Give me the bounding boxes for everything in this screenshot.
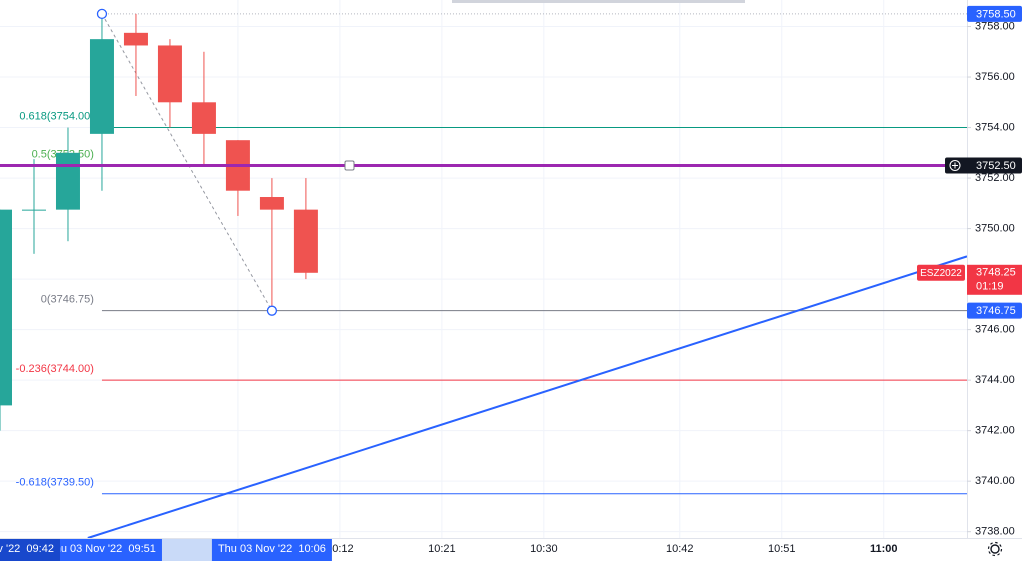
fib-anchor[interactable] (96, 8, 108, 20)
settings-button[interactable] (987, 541, 1003, 557)
toolbar-shadow (452, 0, 745, 3)
time-label: Thu 03 Nov '22 10:06 (218, 543, 326, 555)
candle-body (0, 209, 12, 406)
time-label-box (0, 539, 60, 561)
time-label-box (41, 539, 162, 561)
candle-body (89, 39, 114, 134)
price-badge-label: 3752.50 (976, 160, 1016, 172)
y-tick-label: 3756.00 (975, 71, 1015, 83)
x-tick-label: 10:21 (428, 543, 456, 555)
x-tick-label: 11:00 (870, 543, 898, 555)
time-label-box (211, 539, 332, 561)
candle-body (191, 102, 216, 134)
candle-body (55, 152, 80, 210)
y-tick-label: 3754.00 (975, 121, 1015, 133)
y-tick-label: 3738.00 (975, 526, 1015, 538)
candles (0, 13, 318, 431)
candle-body (21, 209, 46, 211)
symbol-badge (917, 264, 965, 281)
settings-icon-teeth (987, 541, 1003, 557)
time-label: Thu 03 Nov '22 09:42 (0, 543, 54, 555)
symbol-label: ESZ2022 (920, 268, 962, 279)
candle-body (123, 32, 148, 46)
fib-anchor[interactable] (266, 305, 278, 316)
x-tick-label: 10:30 (530, 543, 558, 555)
drawings[interactable] (0, 8, 968, 539)
price-badge-label: 3758.50 (976, 8, 1016, 20)
y-tick-label: 3740.00 (975, 475, 1015, 487)
price-badge-label: 3746.75 (976, 305, 1016, 317)
badge-icon[interactable] (949, 159, 961, 171)
candle-body (259, 197, 284, 210)
candle-body (157, 45, 182, 103)
fib-level-label: -0.236(3744.00) (16, 363, 94, 375)
y-tick-label: 3750.00 (975, 222, 1015, 234)
y-tick-label: 3752.00 (975, 172, 1015, 184)
fib-level-label: 0.618(3754.00) (19, 110, 94, 122)
price-badge (945, 157, 1022, 174)
last-price-label: 3748.25 (976, 267, 1016, 279)
grid (0, 0, 967, 538)
settings-icon (990, 544, 1000, 554)
fib-trend-line (101, 13, 273, 311)
y-tick-label: 3758.00 (975, 20, 1015, 32)
y-tick-label: 3744.00 (975, 374, 1015, 386)
time-label: Thu 03 Nov '22 09:51 (48, 543, 156, 555)
countdown-label: 01:19 (976, 281, 1004, 293)
last-price-badge (967, 264, 1022, 295)
price-badge (967, 302, 1022, 319)
axes: 3738.00 3740.00 3742.00 3744.00 3746.00 3748.… (0, 5, 1022, 561)
x-tick-label: 10:42 (666, 543, 694, 555)
price-badge (967, 5, 1022, 22)
y-tick-label: 3742.00 (975, 425, 1015, 437)
y-tick-label: 3746.00 (975, 324, 1015, 336)
badge-icon-plus[interactable] (952, 162, 958, 169)
fib-level-label: -0.618(3739.50) (16, 477, 94, 489)
horizontal-line-handle[interactable] (344, 160, 355, 171)
trend-line[interactable] (87, 255, 968, 539)
x-tick-label: 10:51 (768, 543, 796, 555)
x-tick-label: 10:12 (326, 543, 354, 555)
candle-body (293, 209, 318, 273)
fib-level-label: 0(3746.75) (41, 294, 94, 306)
